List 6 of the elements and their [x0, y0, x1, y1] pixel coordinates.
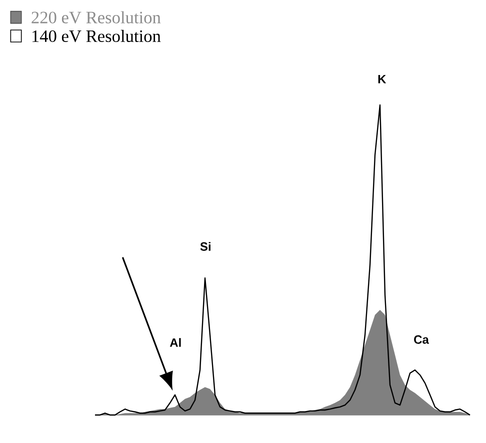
annotation: Al — [170, 338, 181, 347]
legend-label: 140 eV Resolution — [32, 30, 161, 42]
annotation: Si — [200, 242, 210, 251]
annotation: Ca — [414, 335, 429, 344]
text: K — [378, 75, 386, 84]
legend-label: 220 eV Resolution — [32, 11, 161, 24]
